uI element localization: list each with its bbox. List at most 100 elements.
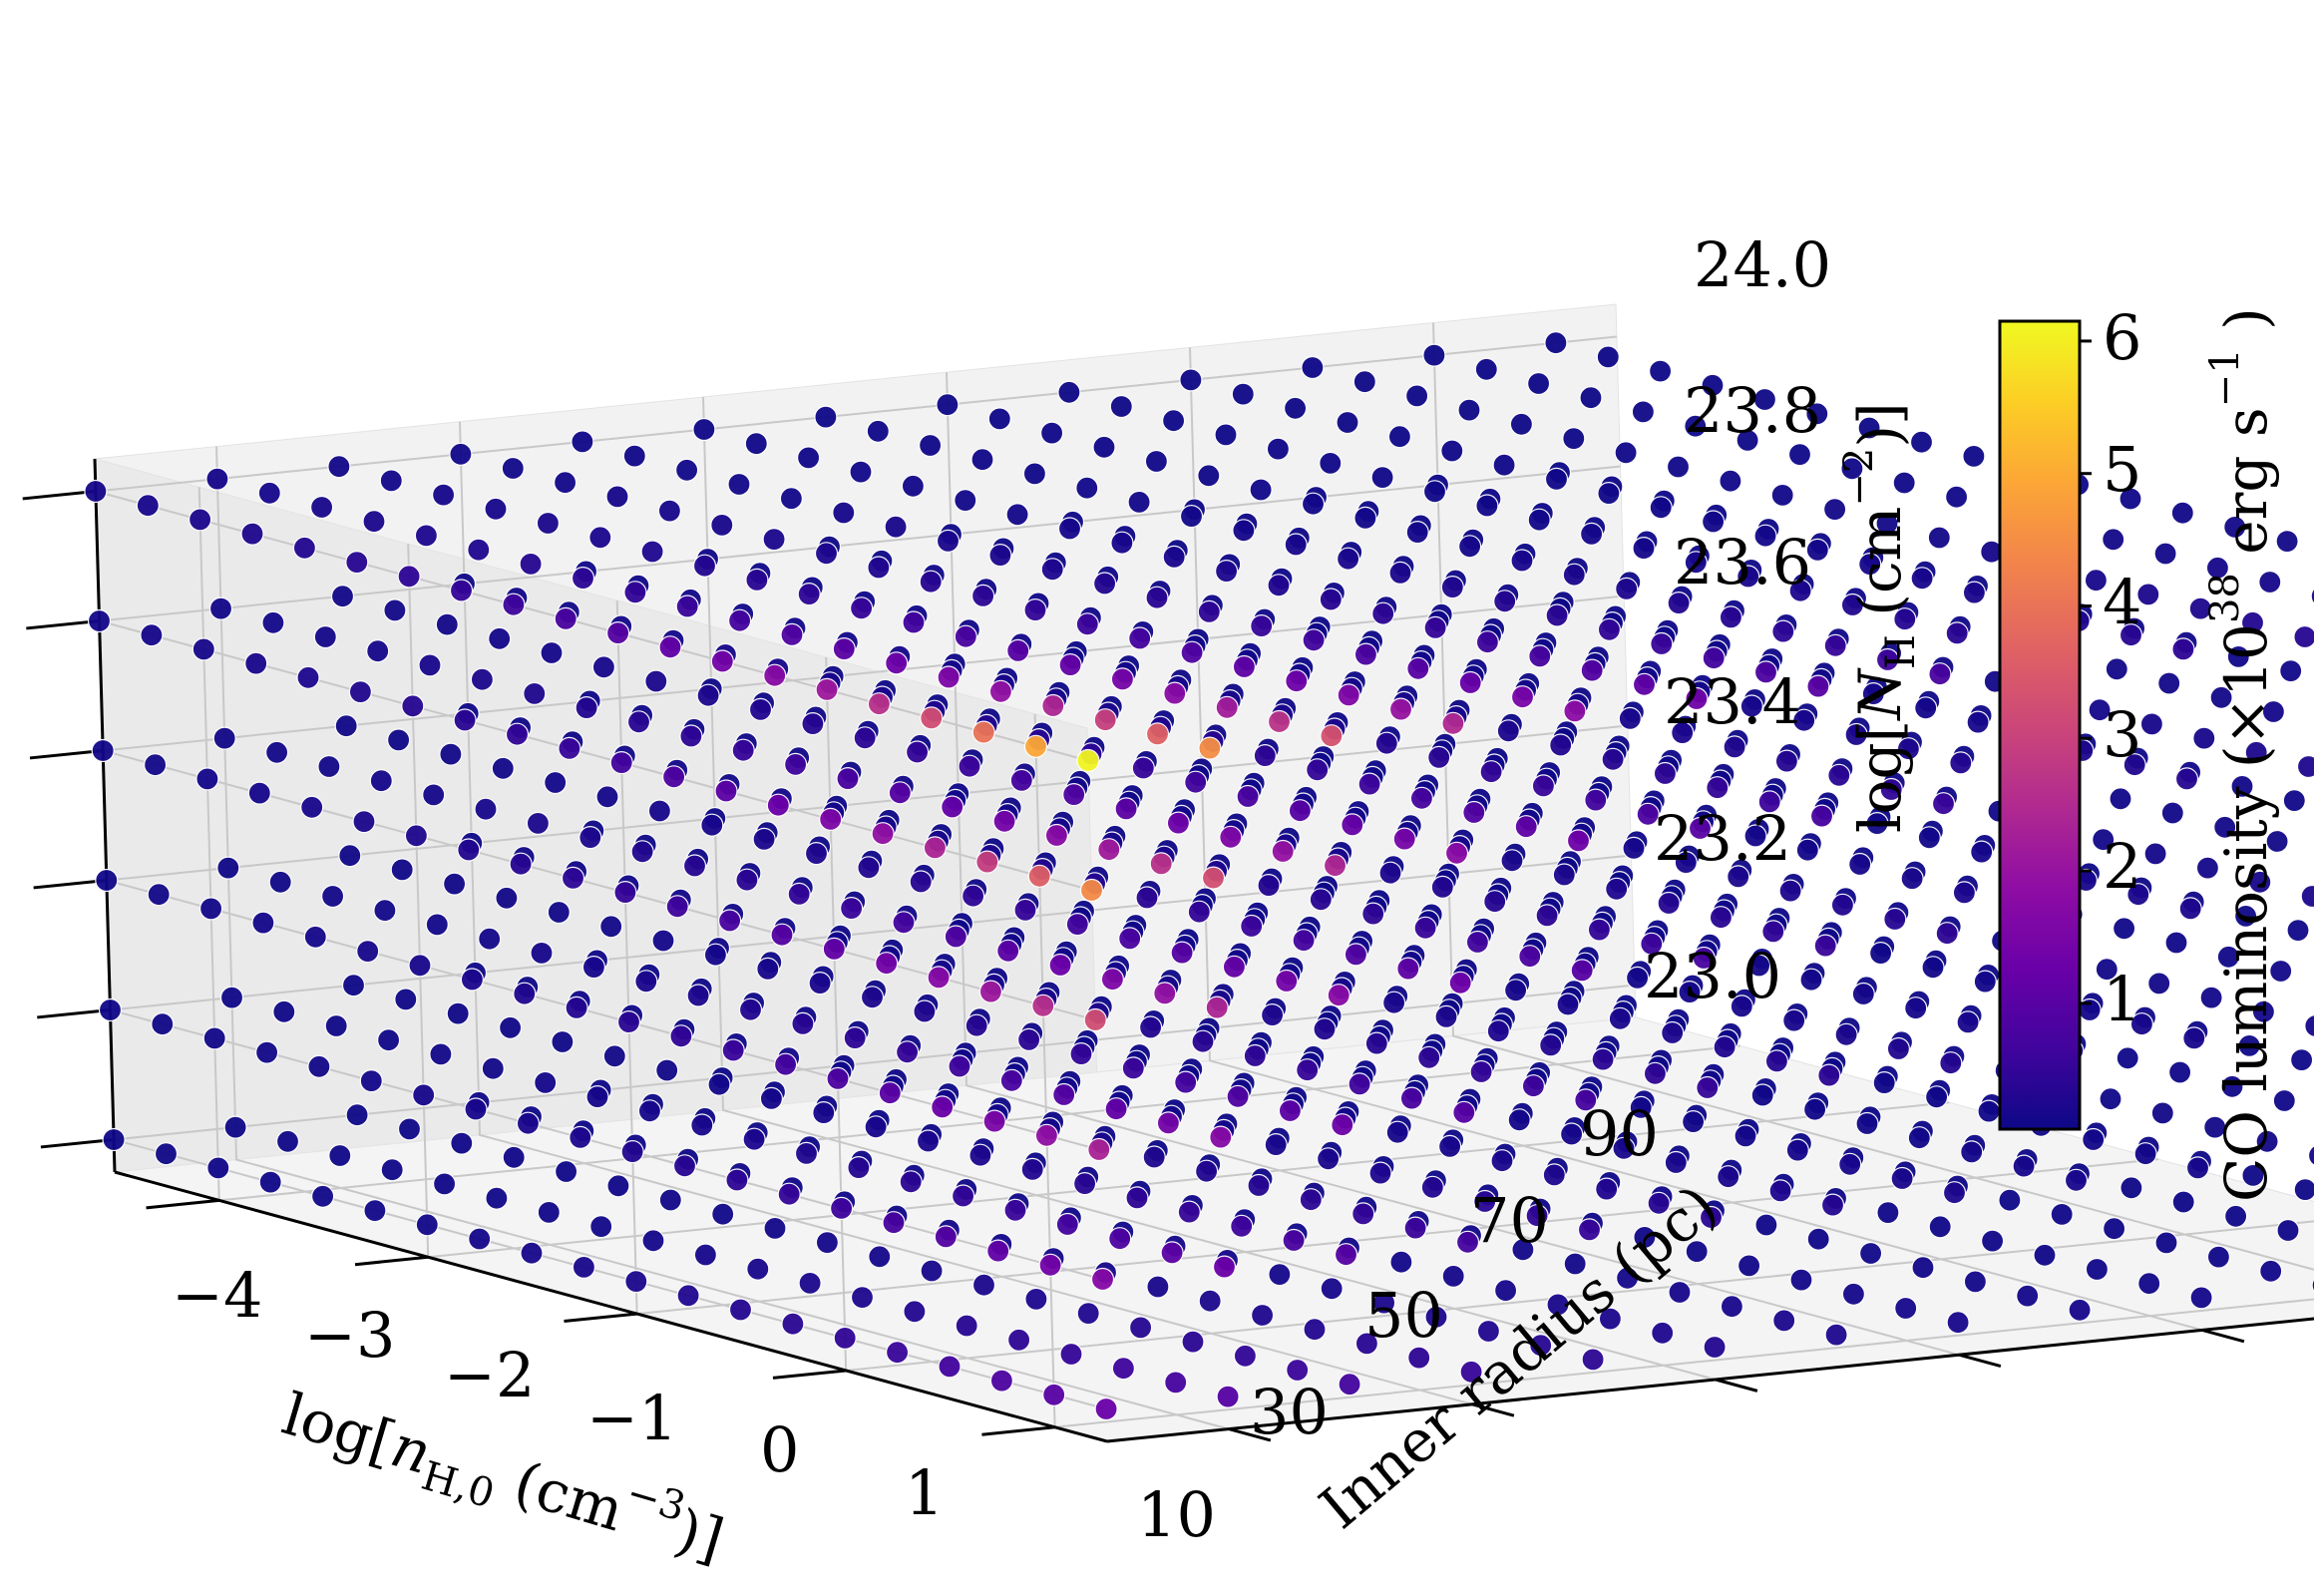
data-point bbox=[536, 511, 561, 536]
data-point bbox=[1441, 1264, 1465, 1289]
data-point bbox=[1264, 1132, 1288, 1157]
data-point bbox=[657, 499, 682, 523]
data-point bbox=[1075, 612, 1099, 636]
data-point bbox=[864, 1115, 888, 1139]
data-point bbox=[1514, 815, 1538, 839]
data-point bbox=[1075, 476, 1099, 500]
data-point bbox=[1368, 1161, 1392, 1185]
data-point bbox=[1820, 1193, 1845, 1217]
data-point bbox=[996, 939, 1020, 963]
data-point bbox=[1161, 409, 1186, 433]
data-point bbox=[1490, 1149, 1514, 1173]
data-point bbox=[1267, 574, 1291, 598]
data-point bbox=[1960, 1140, 1984, 1164]
data-point bbox=[1145, 722, 1170, 746]
data-point bbox=[1664, 1150, 1688, 1175]
data-point bbox=[1243, 1043, 1267, 1068]
data-point bbox=[1917, 826, 1941, 850]
data-point bbox=[1194, 1159, 1219, 1183]
data-point bbox=[829, 1196, 854, 1221]
data-point bbox=[2286, 918, 2310, 943]
data-point bbox=[658, 1188, 682, 1212]
data-point bbox=[700, 813, 724, 837]
data-point bbox=[1830, 893, 1855, 917]
data-point bbox=[1374, 731, 1398, 755]
data-point bbox=[606, 1174, 630, 1198]
data-point bbox=[798, 1271, 822, 1296]
data-point bbox=[415, 1213, 439, 1237]
data-point bbox=[679, 724, 703, 748]
data-point bbox=[1809, 804, 1834, 828]
data-point bbox=[920, 706, 944, 730]
data-point bbox=[2240, 610, 2265, 634]
data-point bbox=[1768, 1179, 1792, 1203]
data-point bbox=[1149, 852, 1173, 876]
data-point bbox=[1048, 953, 1072, 978]
data-point bbox=[832, 636, 856, 661]
data-point bbox=[1510, 549, 1534, 573]
data-point bbox=[502, 593, 526, 616]
data-point bbox=[682, 854, 707, 878]
data-point bbox=[1876, 1200, 1900, 1225]
data-point bbox=[588, 526, 612, 550]
data-point bbox=[1125, 1186, 1149, 1210]
data-point bbox=[1040, 558, 1064, 582]
data-point bbox=[547, 900, 571, 925]
data-point bbox=[1452, 1100, 1476, 1124]
data-point bbox=[1596, 345, 1620, 369]
data-point bbox=[871, 822, 895, 846]
data-point bbox=[2275, 529, 2299, 554]
data-point bbox=[1608, 1006, 1632, 1030]
data-point bbox=[345, 1103, 369, 1127]
data-point bbox=[1713, 1035, 1736, 1059]
data-point bbox=[1736, 1254, 1761, 1278]
data-point bbox=[1336, 410, 1359, 435]
data-point bbox=[1127, 490, 1151, 514]
data-point bbox=[2122, 753, 2146, 777]
data-point bbox=[2136, 583, 2160, 606]
data-point bbox=[1072, 1171, 1097, 1196]
data-point bbox=[1406, 656, 1430, 680]
data-point bbox=[655, 1058, 679, 1082]
data-point bbox=[1057, 517, 1082, 541]
data-point bbox=[1222, 955, 1247, 979]
data-point bbox=[2178, 897, 2202, 921]
data-point bbox=[534, 1070, 558, 1095]
data-point bbox=[449, 442, 473, 466]
data-point bbox=[450, 1131, 474, 1155]
data-point bbox=[1584, 788, 1608, 812]
data-point bbox=[1500, 849, 1524, 873]
data-point bbox=[2241, 1163, 2265, 1188]
data-point bbox=[658, 635, 682, 659]
data-point bbox=[1562, 427, 1586, 451]
data-point bbox=[1231, 382, 1255, 406]
data-point bbox=[457, 838, 481, 862]
data-point bbox=[2171, 637, 2195, 661]
data-point bbox=[397, 565, 421, 589]
data-point bbox=[1666, 455, 1691, 479]
data-point bbox=[509, 852, 533, 876]
data-point bbox=[484, 497, 508, 521]
data-point bbox=[1483, 890, 1507, 914]
data-point bbox=[744, 432, 768, 456]
y-tick-label: 30 bbox=[1250, 1376, 1329, 1448]
data-point bbox=[692, 554, 717, 578]
data-point bbox=[1055, 1212, 1079, 1237]
data-point bbox=[1257, 873, 1281, 898]
data-point bbox=[468, 1227, 492, 1251]
data-point bbox=[2150, 1101, 2174, 1125]
data-point bbox=[1788, 579, 1812, 602]
data-point bbox=[1503, 979, 1528, 1002]
data-point bbox=[1226, 1084, 1250, 1108]
data-point bbox=[885, 1341, 910, 1365]
data-point bbox=[1361, 902, 1385, 926]
data-point bbox=[1058, 652, 1082, 677]
data-point bbox=[356, 939, 380, 964]
data-point bbox=[1313, 1017, 1337, 1041]
data-point bbox=[1834, 1022, 1858, 1046]
data-point bbox=[1840, 593, 1865, 617]
data-point bbox=[804, 841, 829, 866]
data-point bbox=[1041, 693, 1065, 718]
data-point bbox=[903, 1300, 927, 1324]
z-axis-label: log[NH (cm−2)] bbox=[1836, 402, 1924, 833]
